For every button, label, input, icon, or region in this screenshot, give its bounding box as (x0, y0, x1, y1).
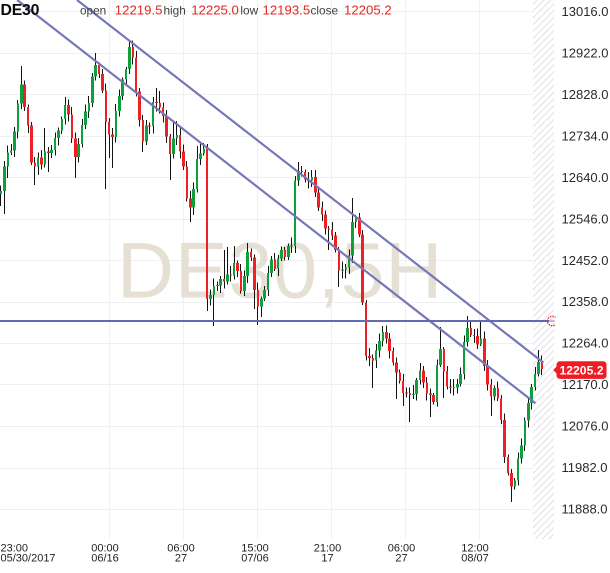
svg-text:07/06: 07/06 (241, 553, 269, 565)
svg-text:12205.2: 12205.2 (344, 3, 392, 18)
svg-text:12225.0: 12225.0 (191, 3, 239, 18)
svg-text:12193.5: 12193.5 (263, 3, 311, 18)
svg-text:12076.0: 12076.0 (562, 419, 609, 434)
svg-text:13016.0: 13016.0 (562, 4, 609, 19)
svg-text:12640.0: 12640.0 (562, 170, 609, 185)
svg-text:11982.0: 11982.0 (562, 460, 608, 475)
svg-text:17: 17 (321, 553, 333, 565)
svg-text:open: open (80, 4, 106, 18)
svg-text:high: high (164, 4, 186, 18)
svg-text:08/07: 08/07 (461, 553, 489, 565)
svg-text:low: low (240, 4, 258, 18)
svg-text:12452.0: 12452.0 (562, 253, 609, 268)
svg-text:12734.0: 12734.0 (562, 128, 609, 143)
svg-text:05/30/2017: 05/30/2017 (1, 553, 56, 565)
svg-text:12546.0: 12546.0 (562, 211, 609, 226)
svg-text:12205.2: 12205.2 (559, 364, 603, 378)
svg-text:12219.5: 12219.5 (115, 3, 163, 18)
svg-text:27: 27 (175, 553, 187, 565)
svg-text:12922.0: 12922.0 (562, 46, 609, 61)
svg-text:DE30: DE30 (1, 2, 40, 19)
svg-text:27: 27 (395, 553, 407, 565)
svg-text:12170.0: 12170.0 (562, 377, 609, 392)
svg-text:12358.0: 12358.0 (562, 294, 609, 309)
svg-text:11888.0: 11888.0 (562, 502, 608, 517)
svg-text:06/16: 06/16 (91, 553, 119, 565)
svg-text:12828.0: 12828.0 (562, 87, 609, 102)
svg-text:12264.0: 12264.0 (562, 336, 609, 351)
svg-text:DE30,5H: DE30,5H (117, 225, 443, 314)
svg-text:close: close (311, 4, 339, 18)
